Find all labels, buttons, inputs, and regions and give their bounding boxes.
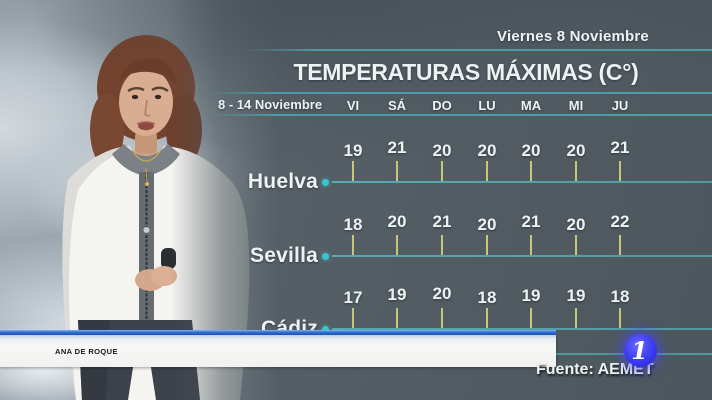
temp-value: 19 — [521, 286, 541, 305]
tick-mark — [530, 308, 532, 328]
tick-mark — [441, 308, 443, 328]
broadcast-date: Viernes 8 Noviembre — [497, 28, 649, 45]
la1-logo-numeral: 1 — [631, 335, 648, 365]
tick-mark — [396, 308, 398, 328]
temp-value: 22 — [610, 212, 630, 231]
tick-mark — [441, 235, 443, 255]
city-dot — [322, 326, 329, 333]
temp-value: 20 — [477, 141, 497, 160]
tick-mark — [396, 235, 398, 255]
row-baseline — [332, 255, 712, 257]
tick-mark — [441, 161, 443, 181]
tick-mark — [486, 308, 488, 328]
lower-third-banner — [0, 335, 556, 367]
tick-mark — [352, 235, 354, 255]
temp-value: 18 — [477, 288, 497, 307]
temp-value: 19 — [387, 285, 407, 304]
day-header-mi: MI — [568, 98, 584, 113]
day-header-vi: VI — [346, 98, 360, 113]
temp-value: 20 — [432, 141, 452, 160]
temp-value: 20 — [566, 215, 586, 234]
temp-value: 18 — [610, 287, 630, 306]
temp-value: 19 — [566, 286, 586, 305]
dayband-bottom-line — [205, 114, 712, 116]
chart-title: TEMPERATURAS MÁXIMAS (C°) — [293, 59, 639, 85]
day-header-sa: SÁ — [387, 98, 407, 113]
tick-mark — [575, 308, 577, 328]
temp-value: 17 — [343, 288, 363, 307]
day-header-ma: MA — [520, 98, 542, 113]
city-label: Sevilla — [250, 244, 318, 267]
date-range-label: 8 - 14 Noviembre — [218, 97, 323, 112]
row-baseline — [332, 181, 712, 183]
city-dot — [322, 179, 329, 186]
tick-mark — [575, 161, 577, 181]
temp-value: 20 — [477, 215, 497, 234]
tick-mark — [619, 308, 621, 328]
city-label: Huelva — [247, 170, 318, 193]
dayband-top-line — [205, 92, 712, 94]
day-header-ju: JU — [611, 98, 629, 113]
temp-value: 19 — [343, 141, 363, 160]
temp-value: 21 — [610, 138, 630, 157]
row-baseline — [332, 328, 712, 330]
tick-mark — [619, 235, 621, 255]
tick-mark — [396, 161, 398, 181]
temp-value: 18 — [343, 215, 363, 234]
header-divider-line — [245, 49, 712, 51]
temp-value: 20 — [432, 284, 452, 303]
tick-mark — [530, 235, 532, 255]
lower-third-blue-bar — [0, 330, 556, 335]
tick-mark — [352, 161, 354, 181]
temp-value: 21 — [521, 212, 541, 231]
tick-mark — [619, 161, 621, 181]
city-dot — [322, 253, 329, 260]
tick-mark — [530, 161, 532, 181]
temp-value: 21 — [387, 138, 407, 157]
temp-value: 20 — [387, 212, 407, 231]
tick-mark — [575, 235, 577, 255]
tve-la1-logo: 1 — [624, 334, 657, 367]
temp-value: 20 — [521, 141, 541, 160]
day-header-do: DO — [432, 98, 452, 113]
tick-mark — [352, 308, 354, 328]
presenter-name-caption: ANA DE ROQUE — [55, 347, 118, 356]
day-header-lu: LU — [478, 98, 496, 113]
tick-mark — [486, 235, 488, 255]
temp-value: 21 — [432, 212, 452, 231]
temp-value: 20 — [566, 141, 586, 160]
data-source-credit: Fuente: AEMET — [536, 361, 654, 378]
tick-mark — [486, 161, 488, 181]
